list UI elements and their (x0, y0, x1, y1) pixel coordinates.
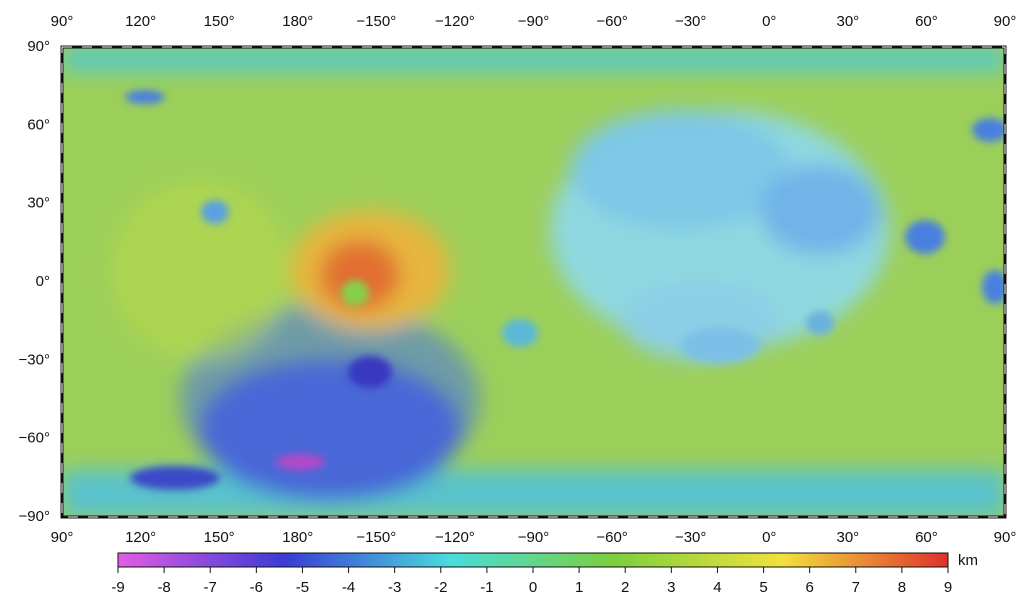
lon-label-bottom: 0° (762, 529, 776, 546)
lon-label-top: 60° (915, 13, 938, 30)
colorbar-tick-label: 3 (667, 579, 675, 596)
colorbar-tick-label: 2 (621, 579, 629, 596)
lon-label-top: 150° (204, 13, 235, 30)
lon-label-bottom: 150° (204, 529, 235, 546)
lat-label: −30° (19, 351, 50, 368)
lon-label-top: 0° (762, 13, 776, 30)
lat-label: 30° (27, 195, 50, 212)
lon-label-bottom: −30° (675, 529, 706, 546)
lat-label: −60° (19, 430, 50, 447)
lon-label-top: −150° (356, 13, 396, 30)
colorbar-tick-label: -7 (204, 579, 217, 596)
lat-label: −90° (19, 508, 50, 525)
lon-label-bottom: 180° (282, 529, 313, 546)
colorbar-tick-label: 1 (575, 579, 583, 596)
colorbar-tick-label: 9 (944, 579, 952, 596)
map-image (62, 47, 1008, 517)
lon-label-bottom: 60° (915, 529, 938, 546)
lon-label-top: −90° (518, 13, 549, 30)
lon-label-top: 180° (282, 13, 313, 30)
lat-label: 0° (36, 273, 50, 290)
lon-label-bottom: −150° (356, 529, 396, 546)
lon-label-bottom: −60° (596, 529, 627, 546)
colorbar-tick-label: -6 (250, 579, 263, 596)
colorbar (118, 553, 948, 567)
colorbar-tick-label: -1 (480, 579, 493, 596)
colorbar-tick-label: -2 (434, 579, 447, 596)
colorbar-tick-label: 6 (805, 579, 813, 596)
lon-label-top: −30° (675, 13, 706, 30)
lon-label-bottom: 90° (994, 529, 1017, 546)
colorbar-tick-label: 5 (759, 579, 767, 596)
colorbar-tick-label: -9 (111, 579, 124, 596)
lat-label: 90° (27, 38, 50, 55)
colorbar-tick-label: 0 (529, 579, 537, 596)
lon-label-bottom: −90° (518, 529, 549, 546)
colorbar-tick-label: -4 (342, 579, 355, 596)
lon-label-bottom: −120° (435, 529, 475, 546)
lon-label-bottom: 90° (51, 529, 74, 546)
lon-label-top: −120° (435, 13, 475, 30)
colorbar-tick-label: -3 (388, 579, 401, 596)
colorbar-tick-label: 8 (898, 579, 906, 596)
lon-label-top: 30° (836, 13, 859, 30)
lon-label-bottom: 30° (836, 529, 859, 546)
colorbar-tick-label: -5 (296, 579, 309, 596)
page: {"map": { "lon_labels": ["90°", "120°", … (0, 0, 1019, 599)
lon-label-top: 90° (51, 13, 74, 30)
map-figure: km 90°90°120°120°150°150°180°180°−150°−1… (0, 0, 1019, 599)
lon-label-top: 120° (125, 13, 156, 30)
colorbar-tick-label: 7 (852, 579, 860, 596)
colorbar-tick-label: 4 (713, 579, 721, 596)
lon-label-top: 90° (994, 13, 1017, 30)
lat-label: 60° (27, 116, 50, 133)
lon-label-top: −60° (596, 13, 627, 30)
colorbar-tick-label: -8 (157, 579, 170, 596)
colorbar-unit: km (958, 552, 978, 569)
lon-label-bottom: 120° (125, 529, 156, 546)
